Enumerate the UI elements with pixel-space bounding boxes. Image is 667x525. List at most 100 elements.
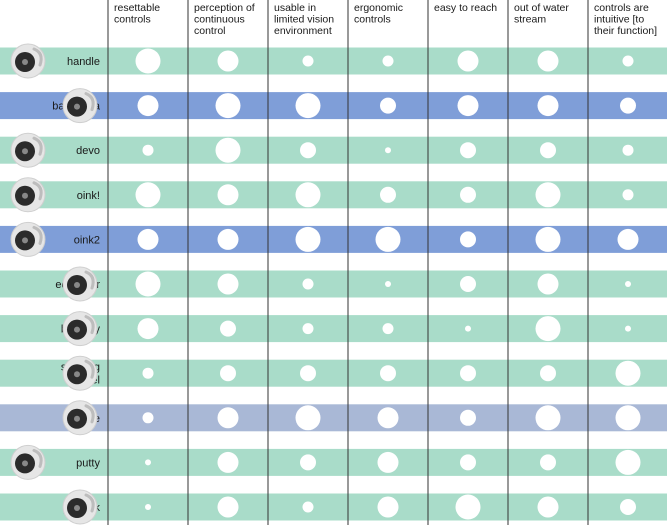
rating-dot-oink-1 (135, 182, 161, 208)
rating-dot-joystick-2 (217, 496, 239, 518)
rating-dot-handle-7 (622, 55, 634, 67)
rating-dot-steering-wheel-4 (380, 365, 396, 382)
rating-dot-babushka-5 (457, 95, 479, 117)
row-label-line: handle (67, 56, 100, 68)
column-header-line: perception of (194, 2, 255, 14)
faucet-control-photo-icon (10, 444, 46, 480)
column-header-line: limited vision (274, 14, 334, 26)
rating-dot-joystick-5 (455, 494, 481, 520)
row-label-oink2: oink2 (74, 234, 100, 246)
column-header-line: environment (274, 25, 332, 37)
column-header-line: controls (354, 14, 391, 26)
row-band-joystick (0, 493, 667, 521)
rating-dot-putty-3 (300, 454, 316, 471)
rating-dot-babushka-2 (215, 93, 241, 119)
column-header-line: resettable (114, 2, 160, 14)
rating-dot-butterfly-3 (302, 323, 314, 335)
rating-dot-throttle-7 (615, 405, 641, 431)
row-band-oink (0, 181, 667, 209)
row-band-putty (0, 448, 667, 476)
product-photos (10, 43, 98, 525)
rating-dot-oink-6 (535, 182, 561, 208)
rating-dot-babushka-6 (537, 95, 559, 117)
rating-dot-babushka-3 (295, 93, 321, 119)
rating-dot-joystick-7 (620, 499, 636, 515)
rating-dot-throttle-3 (295, 405, 321, 431)
rating-dot-throttle-2 (217, 407, 239, 429)
row-band-handle (0, 47, 667, 75)
row-band-equalizer (0, 270, 667, 298)
row-band-steering-wheel (0, 359, 667, 387)
rating-dot-equalizer-4 (385, 281, 391, 287)
rating-dot-steering-wheel-5 (460, 365, 476, 382)
rating-dot-butterfly-1 (137, 318, 159, 340)
row-label-line: oink! (77, 190, 100, 202)
rating-dot-oink-4 (380, 186, 396, 203)
row-label-line: putty (76, 457, 100, 469)
rating-dot-oink2-6 (535, 226, 561, 252)
rating-dot-handle-1 (135, 48, 161, 74)
row-label-oink: oink! (77, 190, 100, 202)
column-header-line: ergonomic (354, 2, 403, 14)
row-label-line: devo (76, 145, 100, 157)
rating-dot-putty-5 (460, 454, 476, 471)
column-header-line: usable in (274, 2, 316, 14)
rating-dot-throttle-6 (535, 405, 561, 431)
faucet-control-photo-icon (62, 88, 98, 124)
rating-dot-steering-wheel-3 (300, 365, 316, 382)
column-header-line: control (194, 25, 226, 37)
row-band-babushka (0, 92, 667, 120)
faucet-control-photo-icon (62, 311, 98, 347)
column-header-line: intuitive [to (594, 14, 644, 26)
rating-dot-devo-4 (385, 147, 391, 154)
rating-dot-devo-7 (622, 144, 634, 156)
rating-dot-babushka-7 (620, 97, 636, 114)
rating-dot-joystick-1 (145, 504, 151, 510)
row-band-devo (0, 136, 667, 164)
rating-dot-oink-3 (295, 182, 321, 208)
faucet-control-photo-icon (62, 489, 98, 525)
row-label-handle: handle (67, 56, 100, 68)
row-bands (0, 47, 667, 521)
rating-dot-oink2-5 (460, 231, 476, 248)
faucet-control-photo-icon (62, 355, 98, 391)
column-header-2: perception of continuous control (194, 2, 255, 37)
column-header-1: resettable controls (114, 2, 160, 26)
column-header-line: their function] (594, 25, 657, 37)
rating-dot-equalizer-1 (135, 271, 161, 297)
column-header-line: easy to reach (434, 2, 497, 14)
row-label-line: oink2 (74, 234, 100, 246)
rating-dot-devo-3 (300, 142, 316, 159)
rating-dot-butterfly-7 (625, 325, 631, 332)
rating-dot-equalizer-2 (217, 273, 239, 295)
column-header-5: easy to reach (434, 2, 497, 14)
rating-dot-steering-wheel-1 (142, 367, 154, 379)
rating-dot-butterfly-4 (382, 323, 394, 335)
rating-dot-devo-6 (540, 142, 556, 159)
rating-dot-putty-6 (540, 454, 556, 471)
rating-dot-handle-4 (382, 55, 394, 67)
rating-dot-devo-1 (142, 144, 154, 156)
rating-dot-handle-2 (217, 50, 239, 72)
rating-dot-putty-1 (145, 459, 151, 466)
rating-dot-butterfly-5 (465, 325, 471, 332)
column-header-line: controls are (594, 2, 649, 14)
row-band-oink2 (0, 225, 667, 253)
rating-dot-steering-wheel-6 (540, 365, 556, 382)
rating-dot-steering-wheel-7 (615, 360, 641, 386)
faucet-control-photo-icon (10, 177, 46, 213)
rating-dot-putty-2 (217, 451, 239, 473)
rating-dot-joystick-6 (537, 496, 559, 518)
rating-dot-oink-7 (622, 189, 634, 201)
column-header-line: controls (114, 14, 151, 26)
rating-dot-devo-5 (460, 142, 476, 159)
rating-dot-equalizer-6 (537, 273, 559, 295)
rating-dot-oink-2 (217, 184, 239, 206)
rating-dot-steering-wheel-2 (220, 365, 236, 382)
column-header-line: stream (514, 14, 546, 26)
faucet-control-photo-icon (10, 43, 46, 79)
rating-dot-joystick-4 (377, 496, 399, 518)
rating-dots (135, 48, 641, 520)
